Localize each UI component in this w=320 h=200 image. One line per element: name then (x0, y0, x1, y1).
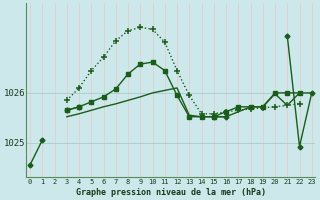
X-axis label: Graphe pression niveau de la mer (hPa): Graphe pression niveau de la mer (hPa) (76, 188, 266, 197)
